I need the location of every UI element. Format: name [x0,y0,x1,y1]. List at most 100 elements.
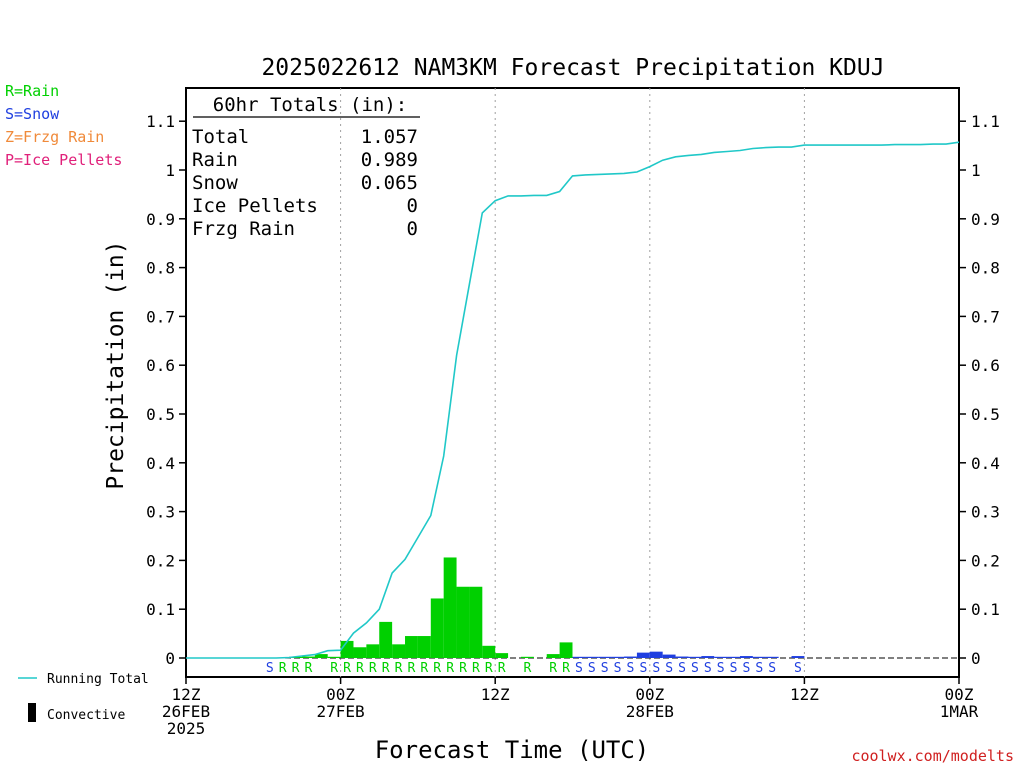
x-tick-label: 00Z [635,685,664,704]
precip-bar [714,656,728,658]
y-tick-label: 0.5 [146,405,175,424]
type-letter: R [420,661,428,676]
y-tick-label-right: 0.9 [971,210,1000,229]
y-tick-label: 0.1 [146,600,175,619]
precip-bar [392,644,406,658]
y-tick-label: 0.3 [146,503,175,522]
type-letter: S [691,661,699,676]
type-letter: R [292,661,300,676]
legend-type-rain: R=Rain [5,82,59,100]
precip-bar [791,656,805,658]
running-total-legend-label: Running Total [47,672,149,687]
precip-bar [482,645,496,658]
type-letter: S [730,661,738,676]
plot-frame [185,87,960,678]
type-letter: S [627,661,635,676]
type-letter: S [575,661,583,676]
totals-row-value: 0.989 [361,149,418,171]
type-letter: R [356,661,364,676]
totals-row-label: Ice Pellets [192,195,318,217]
totals-row-value: 0 [407,195,418,217]
y-tick-label-right: 0.5 [971,405,1000,424]
y-tick-label-right: 0.6 [971,356,1000,375]
type-letter: R [279,661,287,676]
legend-type-snow: S=Snow [5,105,60,123]
precip-bar [366,644,380,658]
totals-row-value: 1.057 [361,126,418,148]
y-tick-label: 0.7 [146,307,175,326]
running-total-line [186,141,960,659]
type-letter: S [614,661,622,676]
type-letter: S [794,661,802,676]
y-axis-label: Precipitation (in) [103,240,129,489]
y-tick-label-right: 1.1 [971,112,1000,131]
type-letter: R [562,661,570,676]
totals-row-label: Rain [192,149,238,171]
y-tick-label: 0.9 [146,210,175,229]
precip-bar [546,654,560,658]
precip-bar [520,656,534,658]
x-tick-label: 2025 [167,719,206,738]
type-letter: R [549,661,557,676]
x-tick-label: 00Z [326,685,355,704]
precip-bar [675,656,689,658]
precip-bar [688,656,702,658]
precip-bar [443,557,457,658]
precip-bar [301,656,315,658]
y-tick-label: 1.1 [146,112,175,131]
y-axis-left: 0 0.1 0.2 0.3 0.4 0.5 0.6 0.7 0.8 0.9 1 1.1 [146,112,186,668]
type-letter: R [433,661,441,676]
y-tick-label-right: 0.8 [971,259,1000,278]
type-letter: R [523,661,531,676]
type-letter: S [704,661,712,676]
type-letter: R [459,661,467,676]
precip-bar [739,656,753,658]
precip-bar [662,654,676,658]
y-tick-label-right: 0.3 [971,503,1000,522]
precip-bar [456,586,470,658]
precip-bar [353,647,367,658]
precip-bar [327,656,341,658]
y-tick-label-right: 0.7 [971,307,1000,326]
totals-row-value: 0 [407,218,418,240]
precip-bar [559,642,573,658]
type-letter: R [369,661,377,676]
totals-row-label: Frzg Rain [192,218,295,240]
totals-row-value: 0.065 [361,172,418,194]
running-total-series [186,141,960,659]
totals-row-label: Snow [192,172,238,194]
type-letter: R [304,661,312,676]
type-letter: S [266,661,274,676]
type-letter: R [395,661,403,676]
grid-lines [340,88,805,677]
precip-bar [340,640,354,658]
convective-legend-label: Convective [47,708,125,723]
precip-bar [572,656,586,658]
precip-bar [752,656,766,658]
y-tick-label: 0.8 [146,259,175,278]
y-tick-label-right: 0 [971,649,981,668]
y-tick-label-right: 0.1 [971,600,1000,619]
y-tick-label: 0.4 [146,454,175,473]
legend-type-frzg: Z=Frzg Rain [5,128,104,146]
x-tick-label: 28FEB [626,702,674,721]
totals-row-label: Total [192,126,249,148]
y-tick-label: 0 [165,649,175,668]
y-tick-label-right: 0.4 [971,454,1000,473]
type-letter: R [446,661,454,676]
x-tick-label: 27FEB [317,702,365,721]
totals-box: 60hr Totals (in): Total 1.057 Rain 0.989 Snow… [192,94,420,240]
x-tick-label: 1MAR [940,702,979,721]
type-letter: R [472,661,480,676]
y-tick-label: 0.2 [146,551,175,570]
type-letter: R [498,661,506,676]
precip-bar [611,656,625,658]
type-letter: S [588,661,596,676]
precip-bar [649,651,663,658]
type-letter: S [717,661,725,676]
type-letter: S [755,661,763,676]
precip-bar [701,656,715,658]
totals-heading: 60hr Totals (in): [213,94,407,116]
